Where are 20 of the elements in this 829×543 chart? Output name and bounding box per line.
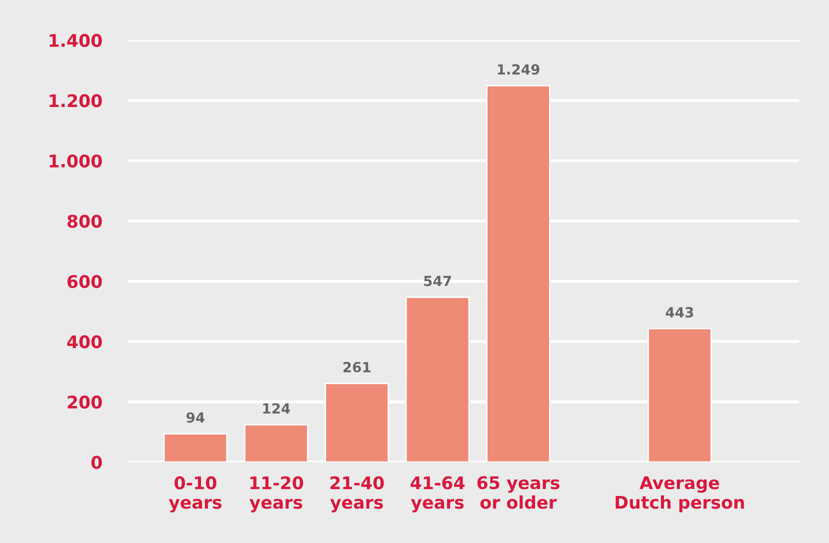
y-tick-label: 400 xyxy=(67,335,102,348)
data-label: 1.249 xyxy=(498,64,540,75)
x-tick-label: Average Dutch person xyxy=(616,476,744,512)
y-tick-label: 200 xyxy=(68,396,102,409)
y-tick-label: 1.200 xyxy=(50,94,102,108)
data-label: 443 xyxy=(666,307,694,318)
x-tick-label: 65 years or older xyxy=(477,476,560,509)
x-tick-label: 0-10 years xyxy=(168,476,222,512)
x-tick-label: 41-64 years xyxy=(410,476,465,512)
x-tick-label: 21-40 years xyxy=(330,476,384,512)
y-tick-label: 1.000 xyxy=(50,154,102,168)
y-tick-label: 600 xyxy=(68,274,102,288)
data-label: 261 xyxy=(343,362,370,372)
y-tick-label: 0 xyxy=(91,456,102,469)
data-label: 94 xyxy=(186,412,204,423)
data-label: 547 xyxy=(424,276,451,286)
data-label: 124 xyxy=(263,403,290,414)
y-tick-label: 1.400 xyxy=(50,34,102,48)
x-tick-label: 11-20 years xyxy=(250,476,304,512)
y-tick-label: 800 xyxy=(67,214,102,228)
